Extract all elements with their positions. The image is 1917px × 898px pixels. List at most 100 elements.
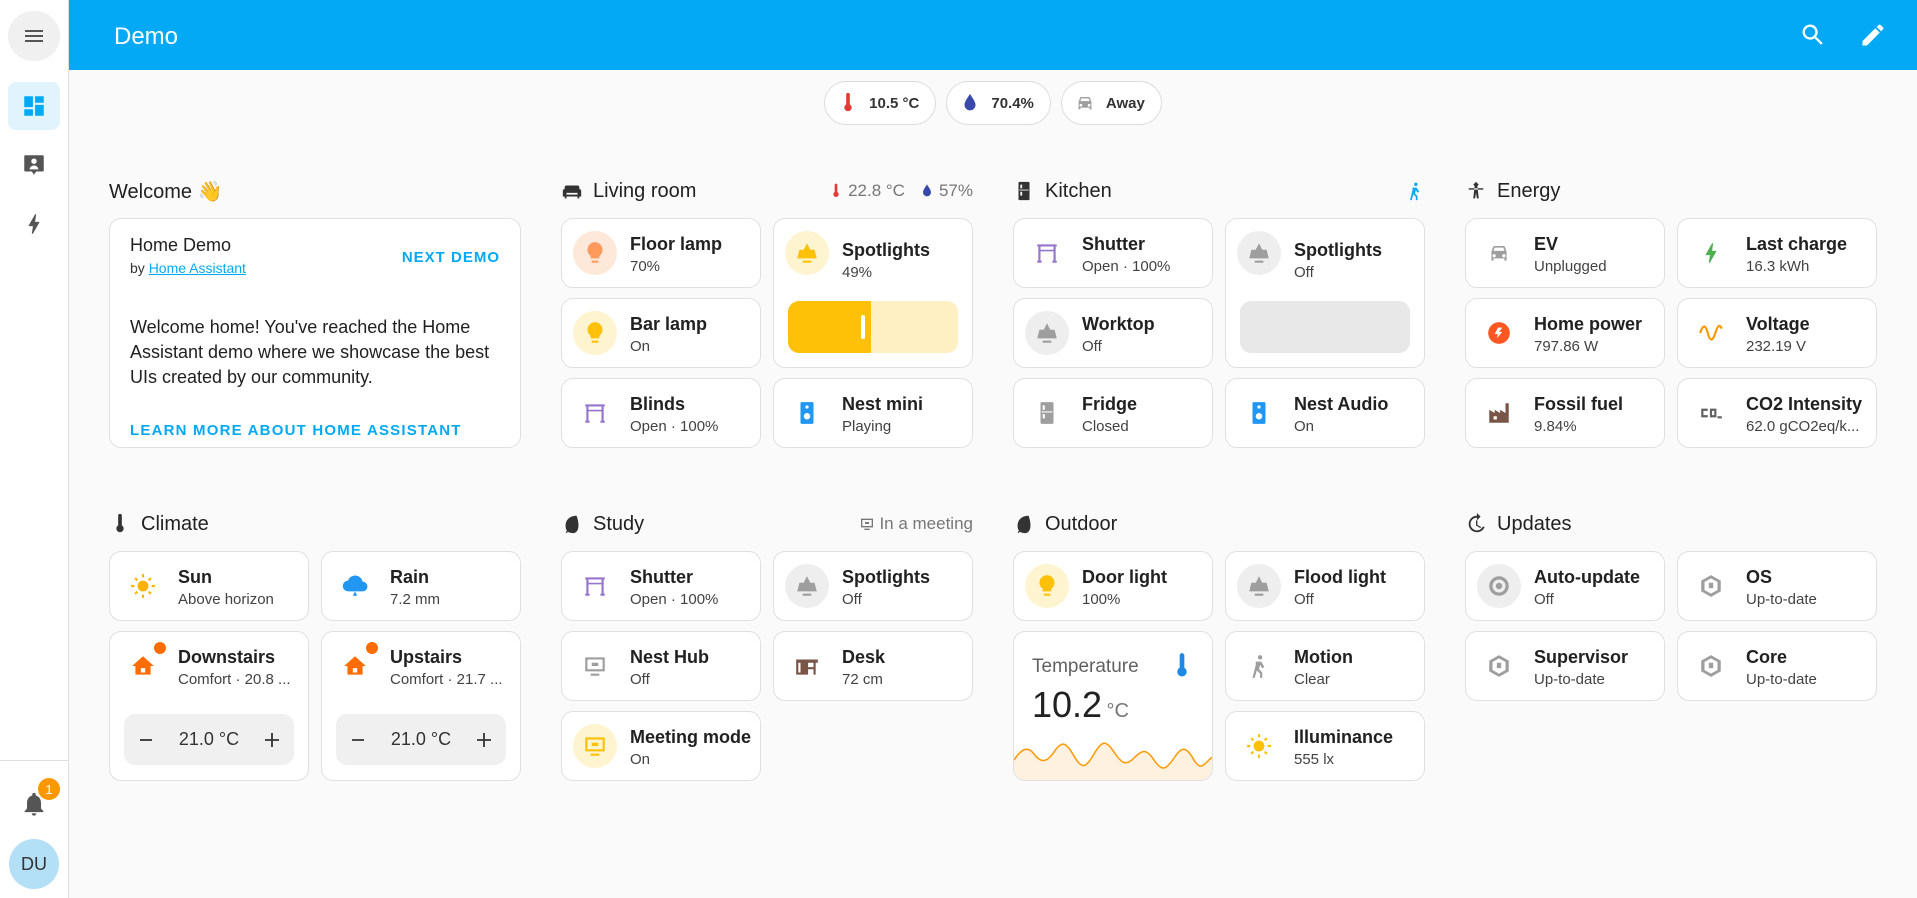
badge[interactable]: 70.4% (946, 81, 1051, 125)
brightness-slider[interactable] (788, 301, 958, 353)
tile[interactable]: Fossil fuel 9.84% (1465, 378, 1665, 448)
tile-name: Floor lamp (630, 234, 723, 254)
section-badges (1405, 181, 1425, 201)
tile[interactable]: OS Up-to-date (1677, 551, 1877, 621)
icon-shape (1177, 653, 1187, 677)
tile[interactable]: Voltage 232.19 V (1677, 298, 1877, 368)
section-header: Welcome 👋 (109, 172, 521, 210)
tile[interactable]: Motion Clear (1225, 631, 1425, 701)
edit-button[interactable] (1859, 21, 1887, 49)
tile-icon (1025, 564, 1069, 608)
tile-name: Home power (1534, 314, 1643, 334)
dashboard-title: Demo (114, 23, 179, 50)
card-grid: Shutter Open · 100% Spotlights Off Nest Hub O… (561, 551, 973, 781)
tile-name: Spotlights (842, 567, 930, 587)
card-text: Welcome home! You've reached the Home As… (130, 317, 490, 387)
tile-name: OS (1746, 567, 1773, 587)
search-button[interactable] (1799, 21, 1827, 49)
icon (1037, 244, 1057, 263)
tile-icon (1477, 564, 1521, 608)
sensor-icon (1168, 652, 1196, 685)
icon-shape (585, 404, 605, 423)
nav-overview[interactable] (8, 82, 60, 130)
tile-icon (1477, 231, 1521, 275)
section: Living room 22.8 °C 57% Floor lamp 70% Spotli… (561, 172, 973, 448)
tile[interactable]: Auto-update Off (1465, 551, 1665, 621)
tile[interactable]: Last charge 16.3 kWh (1677, 218, 1877, 288)
tile[interactable]: CO2 Intensity 62.0 gCO2eq/k... (1677, 378, 1877, 448)
tile[interactable]: Nest Hub Off (561, 631, 761, 701)
tile[interactable]: Home power 797.86 W (1465, 298, 1665, 368)
tile[interactable]: Spotlights 49% (773, 218, 973, 368)
increase-button[interactable] (476, 732, 492, 748)
icon (116, 513, 124, 533)
notifications[interactable]: 1 (8, 778, 60, 828)
tile[interactable]: Shutter Open · 100% (1013, 218, 1213, 288)
icon-shape (1078, 97, 1092, 110)
history-line (1014, 742, 1212, 769)
badge[interactable]: Away (1060, 81, 1162, 125)
tile[interactable]: Supervisor Up-to-date (1465, 631, 1665, 701)
tile-name: Sun (178, 567, 212, 587)
tile[interactable]: Spotlights Off (1225, 218, 1425, 368)
icon-shape (1018, 181, 1030, 201)
tile[interactable]: Flood light Off (1225, 551, 1425, 621)
icon-shape (1468, 513, 1485, 533)
tile[interactable]: Upstairs Comfort · 21.7 ... 21.0 °C (321, 631, 521, 781)
tile[interactable]: Shutter Open · 100% (561, 551, 761, 621)
byline-link[interactable]: Home Assistant (148, 260, 246, 276)
next-demo-button[interactable]: NEXT DEMO (401, 249, 500, 266)
tile[interactable]: Temperature 10.2 °C (1013, 631, 1213, 781)
tile-state: Off (630, 671, 650, 688)
tile[interactable]: Core Up-to-date (1677, 631, 1877, 701)
tile[interactable]: Meeting mode On (561, 711, 761, 781)
tile-state: Open · 100% (1082, 258, 1171, 275)
tile-state: 797.86 W (1534, 338, 1599, 355)
tile[interactable]: Worktop Off (1013, 298, 1213, 368)
tile-state: On (1294, 418, 1315, 435)
tile[interactable]: Bar lamp On (561, 298, 761, 368)
tile-name: Shutter (630, 567, 693, 587)
tile[interactable]: Sun Above horizon (109, 551, 309, 621)
tile[interactable]: Rain 7.2 mm (321, 551, 521, 621)
tile-name: Downstairs (178, 647, 276, 667)
nav-map[interactable] (8, 141, 60, 189)
tile-icon (785, 644, 829, 688)
increase-button[interactable] (264, 732, 280, 748)
icon (1078, 97, 1092, 110)
byline-text: by (130, 260, 145, 276)
tile-icon (1689, 311, 1733, 355)
tile[interactable]: Downstairs Comfort · 20.8 ... 21.0 °C (109, 631, 309, 781)
decrease-button[interactable] (138, 732, 154, 748)
badge-label: Away (1105, 94, 1145, 112)
icon-shape (1040, 402, 1054, 424)
tile-state: Off (1534, 591, 1554, 608)
tile[interactable]: Nest Audio On (1225, 378, 1425, 448)
icon (797, 576, 817, 596)
user-avatar[interactable]: DU (9, 839, 59, 889)
nav-energy[interactable] (8, 200, 60, 248)
badge[interactable]: 10.5 °C (824, 81, 937, 125)
icon-shape (585, 657, 605, 676)
tile-state: Off (1294, 591, 1314, 608)
brightness-slider[interactable] (1240, 301, 1410, 353)
sections: Welcome 👋 Home Demo by Home Assistant NEXT … (109, 172, 1877, 781)
tile[interactable]: Nest mini Playing (773, 378, 973, 448)
tile[interactable]: Door light 100% (1013, 551, 1213, 621)
tile[interactable]: Desk 72 cm (773, 631, 973, 701)
tile[interactable]: Floor lamp 70% (561, 218, 761, 288)
icon (585, 737, 605, 756)
menu-button[interactable] (8, 11, 60, 61)
learn-more-link[interactable]: LEARN MORE ABOUT HOME ASSISTANT (130, 422, 462, 439)
card-grid: Sun Above horizon Rain 7.2 mm Downstairs Comf… (109, 551, 521, 781)
tile[interactable]: Illuminance 555 lx (1225, 711, 1425, 781)
tile[interactable]: Blinds Open · 100% (561, 378, 761, 448)
decrease-button[interactable] (350, 732, 366, 748)
tile[interactable]: EV Unplugged (1465, 218, 1665, 288)
section-title: Updates (1497, 512, 1572, 535)
icon-shape (562, 185, 582, 199)
tile[interactable]: Fridge Closed (1013, 378, 1213, 448)
icon (861, 518, 874, 530)
tile[interactable]: Spotlights Off (773, 551, 973, 621)
